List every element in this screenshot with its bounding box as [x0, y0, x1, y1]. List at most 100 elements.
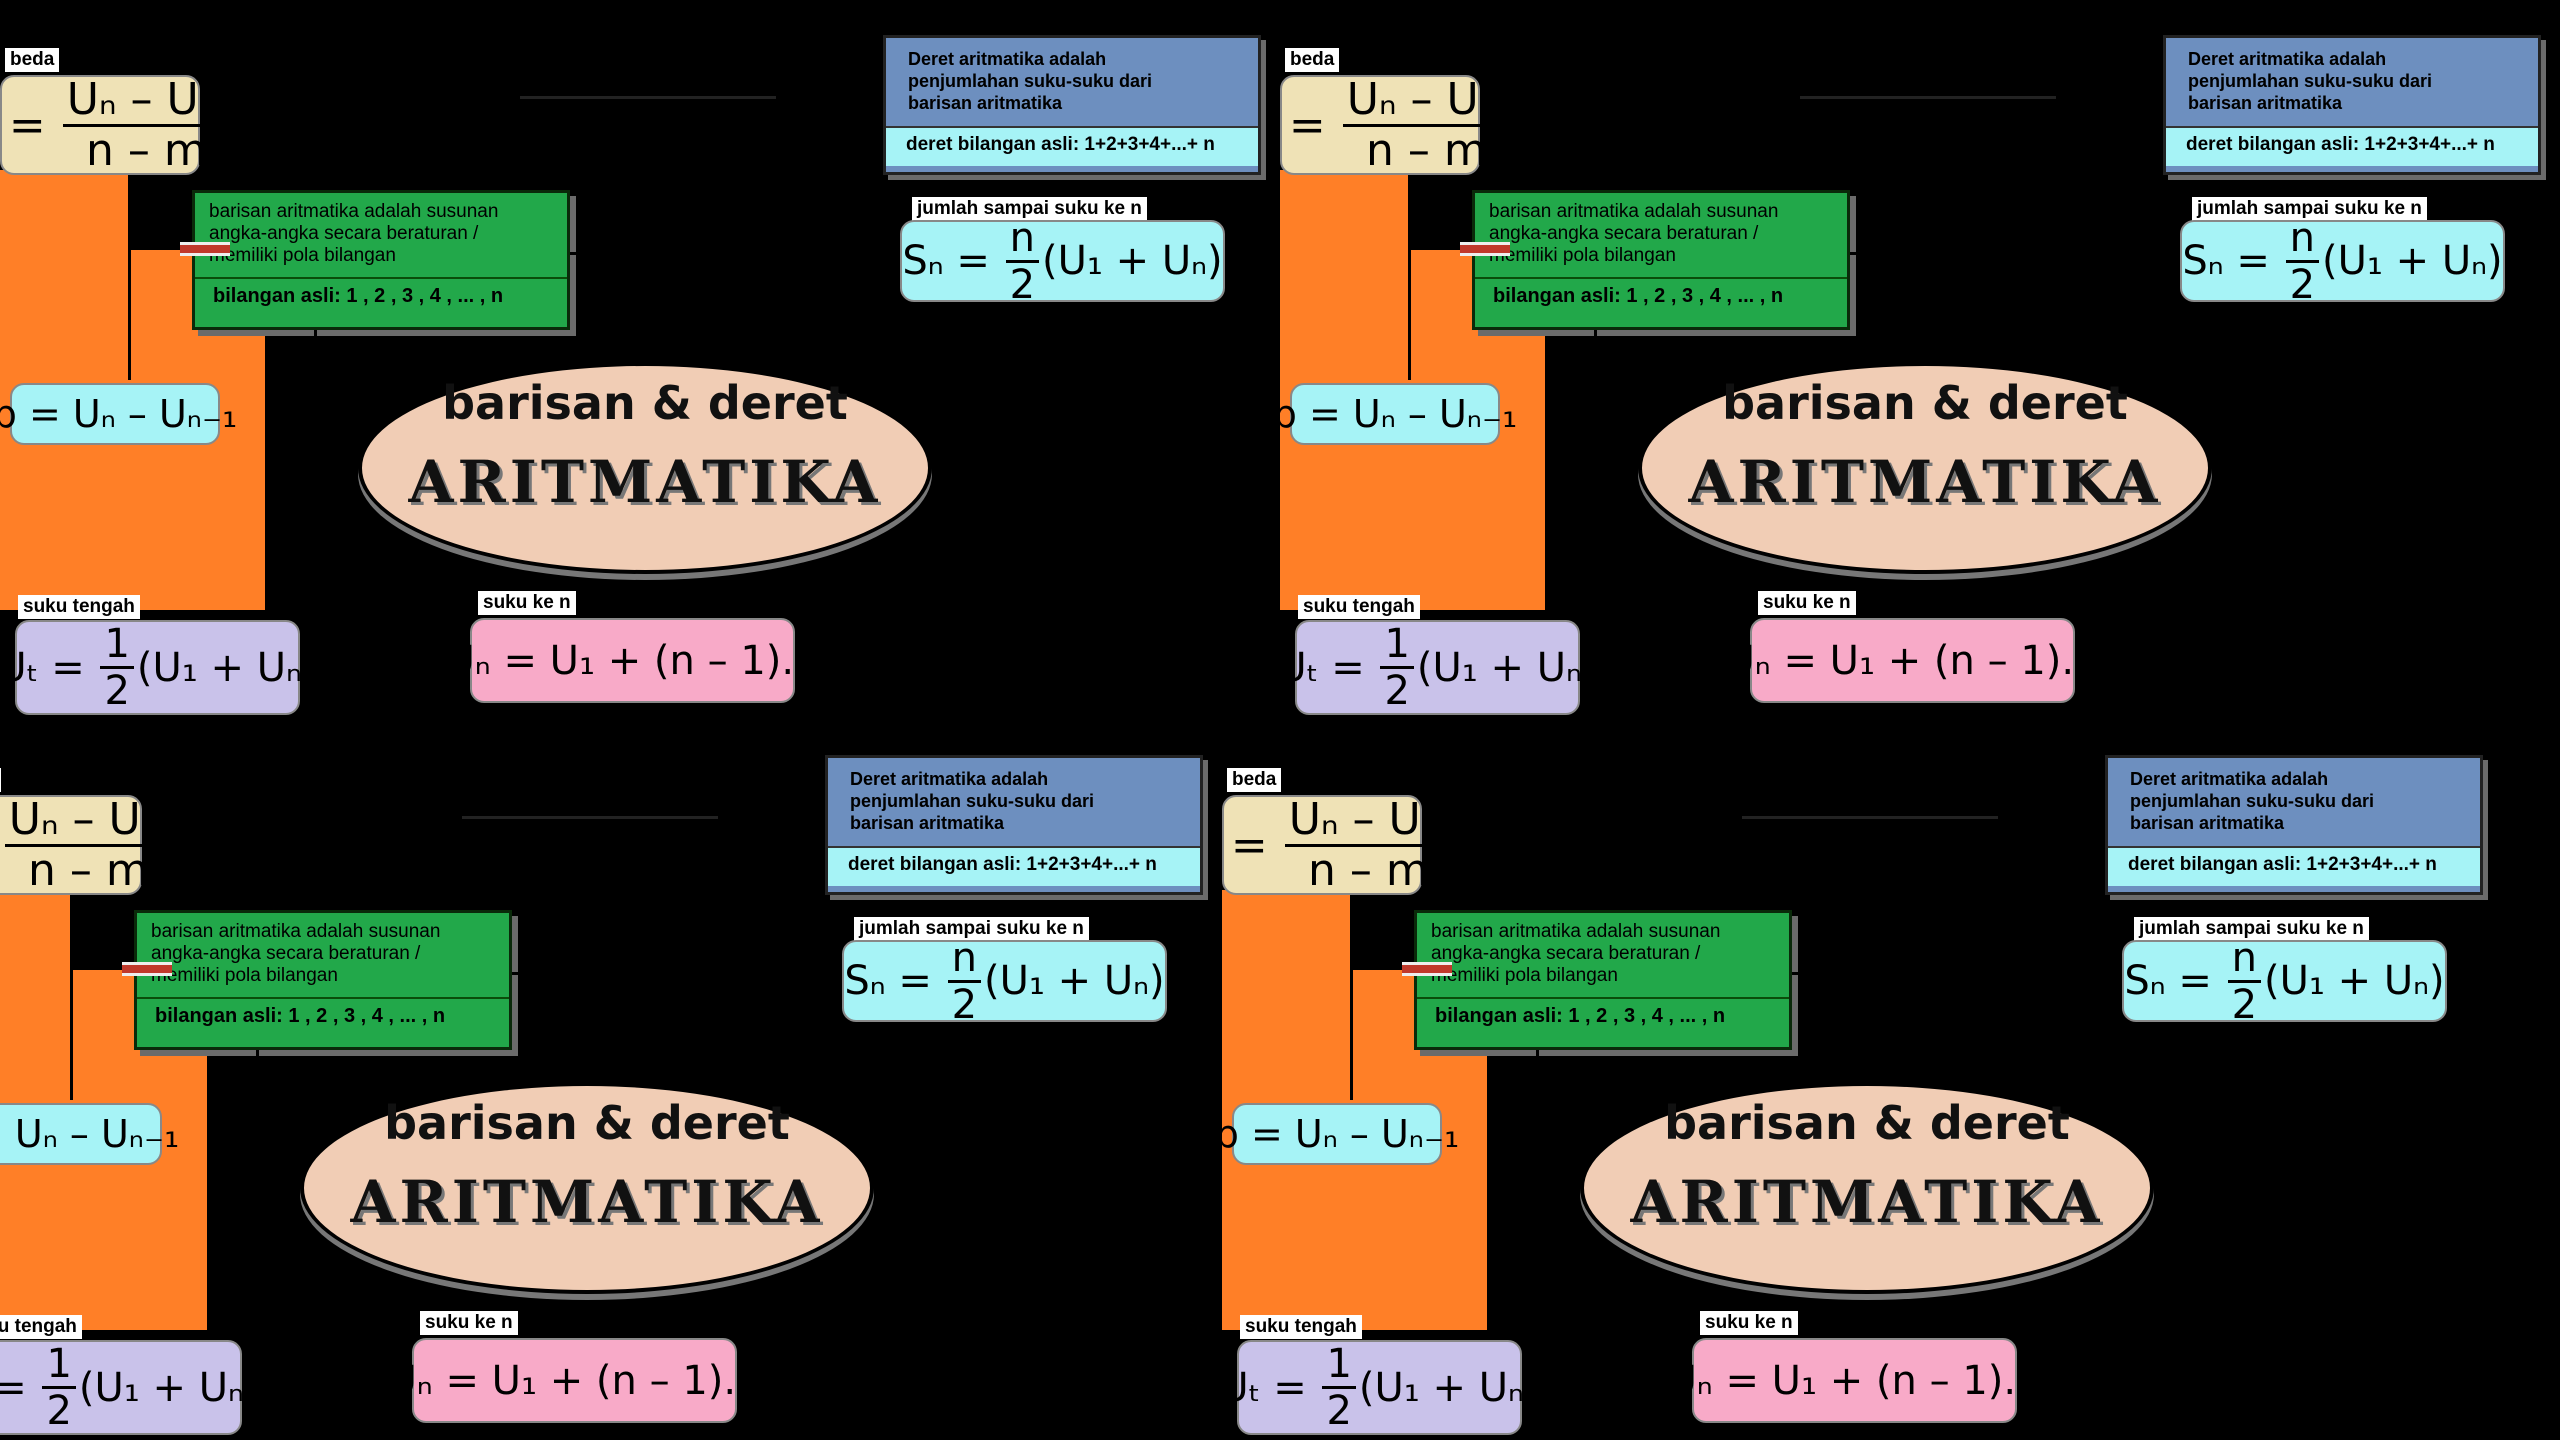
diagram-tile-4: beda b = Uₙ – Uₘn – m b = Uₙ – Uₙ₋₁ bari…: [1222, 720, 2502, 1440]
formula-suku-ke-n: Uₙ = U₁ + (n – 1).b: [388, 1338, 761, 1423]
connector-line: [1612, 1385, 1692, 1388]
title-line2: ARITMATIKA: [1630, 1168, 2104, 1236]
formula-suku-ke-n: Uₙ = U₁ + (n – 1).b: [1668, 1338, 2041, 1423]
label-suku-ke-n: suku ke n: [1700, 1311, 1798, 1335]
deret-text: Deret aritmatika adalah penjumlahan suku…: [2130, 769, 2375, 833]
deret-text: Deret aritmatika adalah penjumlahan suku…: [2188, 49, 2433, 113]
definition-text: barisan aritmatika adalah susunan angka-…: [1431, 921, 1721, 986]
deret-definition-box: Deret aritmatika adalah penjumlahan suku…: [883, 35, 1261, 175]
label-jumlah: jumlah sampai suku ke n: [912, 197, 1147, 221]
label-suku-tengah: suku tengah: [1240, 1315, 1362, 1339]
top-line: [1800, 96, 2056, 99]
label-beda: beda: [1285, 48, 1340, 72]
definition-text: barisan aritmatika adalah susunan angka-…: [1489, 201, 1779, 266]
connector-line: [70, 890, 73, 1100]
formula-beda-consecutive: b = Uₙ – Uₙ₋₁: [0, 383, 237, 445]
red-marker: [1402, 962, 1452, 976]
connector-line: [1670, 665, 1750, 668]
diagram-tile-1: beda b = Uₙ – Uₘn – m b = Uₙ – Uₙ₋₁ bari…: [0, 0, 1280, 720]
deret-example: deret bilangan asli: 1+2+3+4+...+ n: [2166, 126, 2538, 166]
diagram-content: beda b = Uₙ – Uₘn – m b = Uₙ – Uₙ₋₁ bari…: [1280, 0, 2560, 720]
connector-line: [128, 170, 131, 380]
connector-line: [1594, 330, 1597, 580]
title-line1: barisan & deret: [1664, 1096, 2070, 1150]
title-line2: ARITMATIKA: [408, 448, 882, 516]
diagram-tile-2: beda b = Uₙ – Uₘn – m b = Uₙ – Uₙ₋₁ bari…: [1280, 0, 2560, 720]
label-beda: beda: [5, 48, 60, 72]
connector-line: [256, 1050, 259, 1300]
red-marker: [1460, 242, 1510, 256]
deret-example: deret bilangan asli: 1+2+3+4+...+ n: [886, 126, 1258, 166]
deret-definition-box: Deret aritmatika adalah penjumlahan suku…: [825, 755, 1203, 895]
label-jumlah: jumlah sampai suku ke n: [2134, 917, 2369, 941]
definition-box: barisan aritmatika adalah susunan angka-…: [1414, 910, 1792, 1050]
connector-line: [1874, 972, 1877, 1077]
formula-suku-ke-n: Uₙ = U₁ + (n – 1).b: [446, 618, 819, 703]
connector-line: [594, 972, 597, 1077]
formula-suku-tengah: Uₜ = 12 (U₁ + Uₙ): [0, 1340, 260, 1435]
definition-box: barisan aritmatika adalah susunan angka-…: [134, 910, 512, 1050]
connector-line: [1350, 890, 1353, 1100]
label-suku-tengah: suku tengah: [1298, 595, 1420, 619]
title-line2: ARITMATIKA: [350, 1168, 824, 1236]
formula-beda-general: b = Uₙ – Uₘn – m: [1280, 75, 1511, 175]
definition-text: barisan aritmatika adalah susunan angka-…: [209, 201, 499, 266]
label-beda: beda: [1227, 768, 1282, 792]
connector-line: [1612, 1330, 1615, 1385]
title-line2: ARITMATIKA: [1688, 448, 2162, 516]
connector-line: [512, 972, 597, 975]
title-ellipse: barisan & deret ARITMATIKA: [300, 1082, 874, 1294]
formula-beda-consecutive: b = Uₙ – Uₙ₋₁: [1222, 1103, 1459, 1165]
connector-line: [570, 252, 655, 255]
formula-suku-ke-n: Uₙ = U₁ + (n – 1).b: [1726, 618, 2099, 703]
title-ellipse: barisan & deret ARITMATIKA: [1638, 362, 2212, 574]
formula-beda-general: b = Uₙ – Uₘn – m: [1222, 795, 1453, 895]
title-ellipse: barisan & deret ARITMATIKA: [1580, 1082, 2154, 1294]
formula-beda-consecutive: b = Uₙ – Uₙ₋₁: [1280, 383, 1517, 445]
connector-line: [390, 665, 470, 668]
deret-example: deret bilangan asli: 1+2+3+4+...+ n: [828, 846, 1200, 886]
label-jumlah: jumlah sampai suku ke n: [854, 917, 1089, 941]
diagram-tile-3: beda b = Uₙ – Uₘn – m b = Uₙ – Uₙ₋₁ bari…: [0, 720, 1222, 1440]
definition-box: barisan aritmatika adalah susunan angka-…: [1472, 190, 1850, 330]
deret-definition-box: Deret aritmatika adalah penjumlahan suku…: [2105, 755, 2483, 895]
deret-text: Deret aritmatika adalah penjumlahan suku…: [850, 769, 1095, 833]
connector-line: [332, 1385, 412, 1388]
diagram-content: beda b = Uₙ – Uₘn – m b = Uₙ – Uₙ₋₁ bari…: [0, 720, 1222, 1440]
definition-example: bilangan asli: 1 , 2 , 3 , 4 , ... , n: [137, 997, 509, 1037]
fraction: Uₙ – Uₘ n – m: [4, 797, 173, 893]
connector-line: [1932, 252, 1935, 357]
connector-line: [390, 610, 393, 665]
definition-example: bilangan asli: 1 , 2 , 3 , 4 , ... , n: [195, 277, 567, 317]
connector-line: [1408, 170, 1411, 380]
connector-line: [1536, 1298, 1616, 1301]
connector-line: [1792, 972, 1877, 975]
diagram-content: beda b = Uₙ – Uₘn – m b = Uₙ – Uₙ₋₁ bari…: [0, 0, 1280, 720]
diagram-content: beda b = Uₙ – Uₘn – m b = Uₙ – Uₙ₋₁ bari…: [1222, 720, 2502, 1440]
connector-line: [332, 1330, 335, 1385]
top-line: [462, 816, 718, 819]
label-jumlah: jumlah sampai suku ke n: [2192, 197, 2427, 221]
connector-line: [314, 578, 394, 581]
fraction: Uₙ – Uₘ n – m: [1284, 797, 1453, 893]
label-beda: beda: [0, 768, 2, 792]
definition-example: bilangan asli: 1 , 2 , 3 , 4 , ... , n: [1417, 997, 1789, 1037]
label-suku-ke-n: suku ke n: [478, 591, 576, 615]
deret-definition-box: Deret aritmatika adalah penjumlahan suku…: [2163, 35, 2541, 175]
title-line1: barisan & deret: [384, 1096, 790, 1150]
definition-example: bilangan asli: 1 , 2 , 3 , 4 , ... , n: [1475, 277, 1847, 317]
definition-box: barisan aritmatika adalah susunan angka-…: [192, 190, 570, 330]
